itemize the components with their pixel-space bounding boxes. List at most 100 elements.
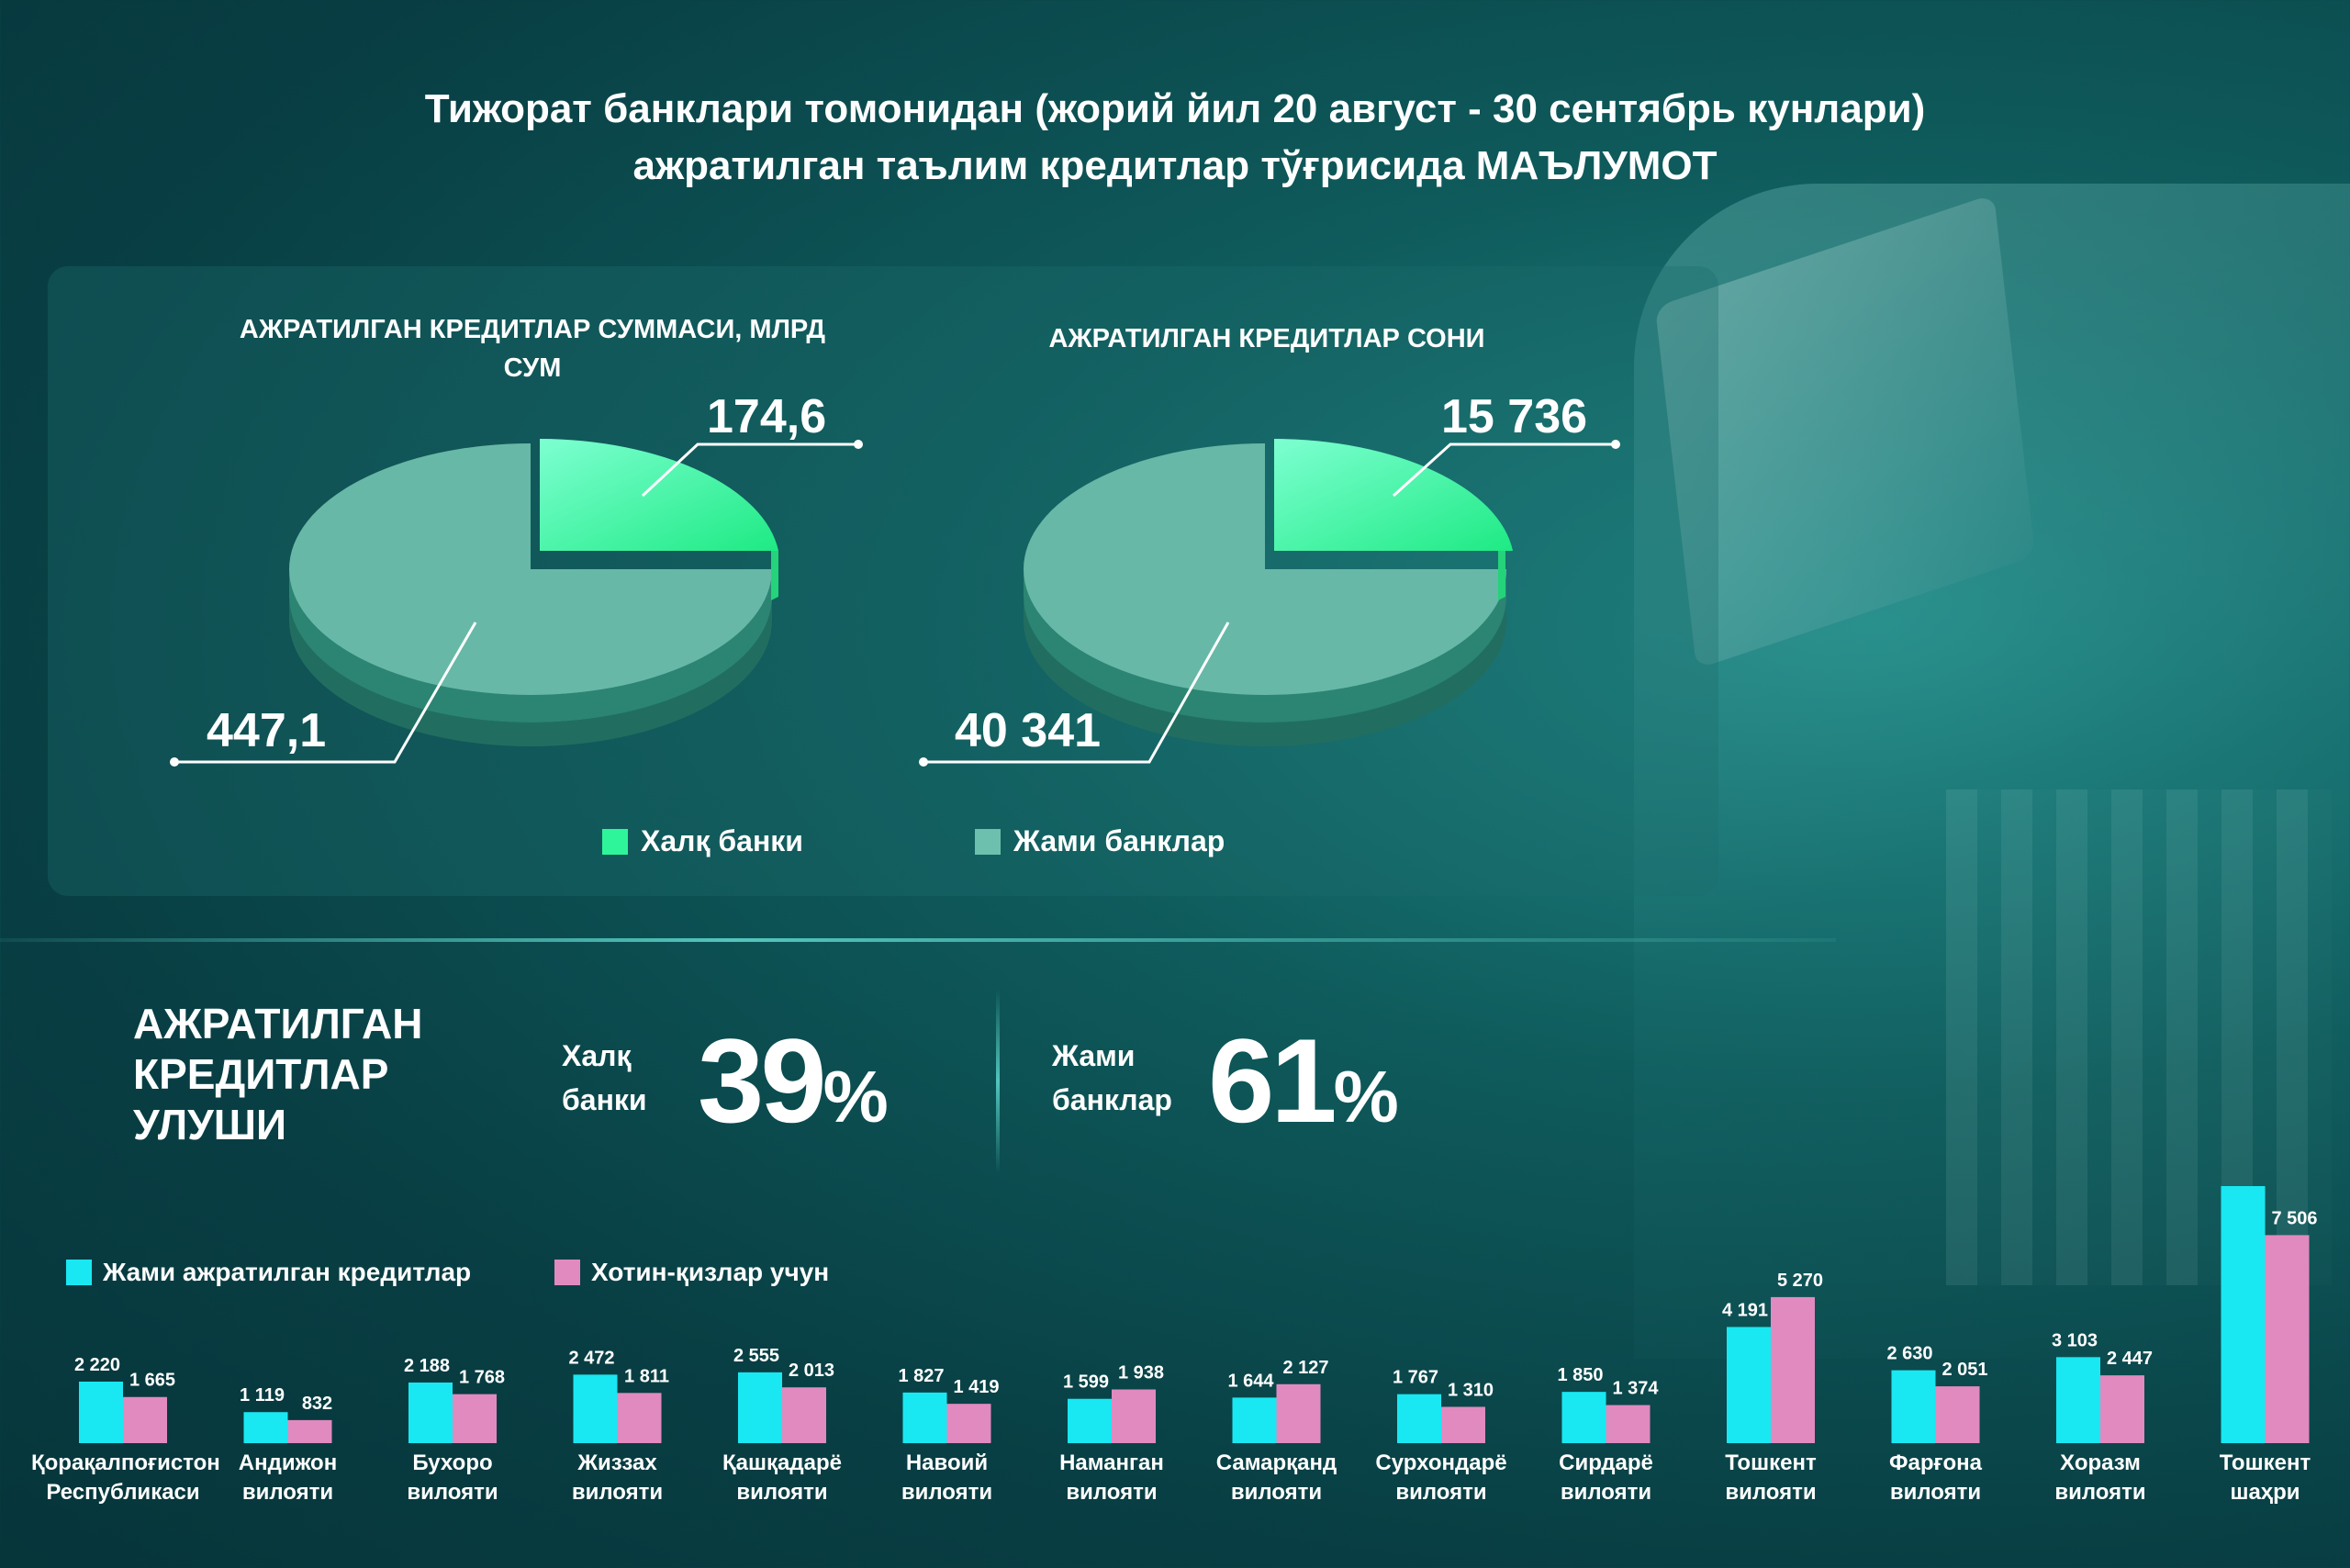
- region-label-line-1: Жиззах: [577, 1450, 657, 1475]
- share-title: АЖРАТИЛГАН КРЕДИТЛАР УЛУШИ: [133, 999, 422, 1150]
- pie-sum-slice-xalq: [540, 439, 778, 551]
- bar-women: [2100, 1375, 2144, 1443]
- bar-women-label: 2 013: [789, 1361, 834, 1381]
- region-label-line-2: шаҳри: [2230, 1480, 2300, 1505]
- legend-jami-label: Жами банклар: [1013, 824, 1225, 857]
- region-label-line-1: Самарқанд: [1215, 1450, 1337, 1475]
- pie-count-side-lower: [1024, 597, 1506, 746]
- pie-count-xalq-value: 15 736: [1441, 390, 1588, 443]
- bar-women: [1771, 1296, 1815, 1443]
- pie-count-xalq-dot: [1611, 440, 1620, 449]
- bar-women: [123, 1396, 167, 1443]
- bar-total-label: 3 103: [2052, 1330, 2098, 1350]
- bar-women-label: 1 811: [624, 1366, 669, 1386]
- bar-total-label: 2 630: [1886, 1344, 1932, 1364]
- bar-chart: 2 220 1 665 1 119 832 2 188 1 768 2 472 1 811 2 …: [74, 1175, 2318, 1443]
- bar-total: [902, 1392, 947, 1443]
- page-title: Тижорат банклари томонидан (жорий йил 20…: [0, 81, 2350, 195]
- bar-total: [1727, 1327, 1771, 1443]
- bar-legend-women-swatch: [554, 1260, 580, 1285]
- bar-total-label: 1 767: [1393, 1368, 1438, 1388]
- share-jami-label: Жами банклар: [1052, 1034, 1172, 1122]
- legend-xalq-swatch: [602, 828, 628, 855]
- bar-women-label: 1 419: [953, 1377, 999, 1397]
- bar-legend-total: Жами ажратилган кредитлар: [66, 1258, 471, 1287]
- pie-sum-title: АЖРАТИЛГАН КРЕДИТЛАР СУММАСИ, МЛРД СУМ: [239, 315, 826, 383]
- pie-sum-side-lower: [289, 597, 772, 746]
- bar-women-label: 2 127: [1282, 1358, 1328, 1378]
- bar-women-label: 832: [302, 1394, 332, 1414]
- bar-total-label: 2 220: [74, 1355, 120, 1375]
- share-xalq-percent: 39%: [698, 1021, 889, 1157]
- bar-total: [1397, 1394, 1441, 1443]
- bar-women-label: 1 310: [1448, 1380, 1494, 1400]
- region-label: Жиззах вилояти: [526, 1449, 710, 1507]
- share-jami-sign: %: [1333, 1056, 1399, 1137]
- bar-women: [782, 1387, 826, 1443]
- region-label-line-2: вилояти: [407, 1480, 498, 1505]
- bar-total-label: 1 599: [1063, 1372, 1109, 1393]
- share-xalq-label: Халқ банки: [562, 1034, 647, 1122]
- background-photo: [1634, 184, 2350, 1359]
- region-label-line-1: Сурхондарё: [1375, 1450, 1507, 1475]
- bar-legend-total-label: Жами ажратилган кредитлар: [103, 1258, 472, 1286]
- bar-total: [573, 1374, 618, 1443]
- bar-women-label: 1 768: [459, 1368, 505, 1388]
- bar-women: [1112, 1389, 1156, 1443]
- region-label-line-2: вилояти: [1889, 1480, 1982, 1505]
- region-label: Хоразм вилояти: [2009, 1449, 2192, 1507]
- bar-total-label: 1 119: [240, 1385, 285, 1406]
- bar-total: [408, 1382, 453, 1443]
- region-label: Сирдарё вилояти: [1515, 1449, 1698, 1507]
- bar-total-label: 2 188: [404, 1356, 450, 1376]
- bar-women-label: 5 270: [1777, 1271, 1823, 1291]
- bar-total: [1561, 1392, 1606, 1443]
- bar-women-label: 1 665: [129, 1371, 175, 1391]
- title-line-1: Тижорат банклари томонидан (жорий йил 20…: [424, 86, 1926, 131]
- pie-count-jami-dot: [919, 757, 928, 767]
- region-label: Наманган вилояти: [1020, 1449, 1203, 1507]
- region-label-line-2: вилояти: [1395, 1480, 1487, 1505]
- legend-xalq-label: Халқ банки: [641, 824, 803, 857]
- region-label-line-2: вилояти: [901, 1480, 993, 1505]
- bar-total-label: 1 850: [1557, 1365, 1603, 1385]
- share-xalq-sign: %: [822, 1056, 889, 1137]
- pie-count: [919, 439, 1620, 767]
- pie-sum-jami-leader: [174, 622, 477, 764]
- bar-legend-women-label: Хотин-қизлар учун: [591, 1258, 830, 1286]
- share-jami-label-1: Жами: [1052, 1039, 1136, 1072]
- pie-sum-side: [289, 569, 772, 722]
- bar-total: [2056, 1357, 2100, 1443]
- region-label: Андижон вилояти: [196, 1449, 380, 1507]
- bar-total: [738, 1372, 782, 1443]
- pie-sum-jami-dot: [170, 757, 179, 767]
- share-xalq-number: 39: [698, 1014, 827, 1148]
- pie-count-xalq-leader: [1392, 442, 1616, 498]
- share-jami-percent: 61%: [1208, 1021, 1399, 1157]
- bar-women-label: 2 051: [1942, 1360, 1987, 1380]
- pie-count-slice-jami: [1024, 443, 1506, 695]
- bar-women: [1935, 1386, 1980, 1443]
- pie-charts: [170, 439, 1620, 767]
- pie-count-jami-value: 40 341: [955, 704, 1102, 757]
- region-label: Сурхондарё вилояти: [1349, 1449, 1533, 1507]
- bar-women: [453, 1394, 497, 1443]
- region-label: Қорақалпоғистон Республикаси: [31, 1449, 220, 1507]
- share-jami-label-2: банклар: [1052, 1083, 1172, 1116]
- share-title-line-1: АЖРАТИЛГАН: [133, 1000, 423, 1047]
- region-label-line-1: Сирдарё: [1559, 1450, 1653, 1475]
- region-label: Қашқадарё вилояти: [690, 1449, 874, 1507]
- share-separator: [996, 990, 1000, 1173]
- region-label-line-1: Тошкент: [1725, 1450, 1817, 1475]
- pie-count-side: [1024, 569, 1506, 722]
- share-title-line-3: УЛУШИ: [133, 1101, 287, 1148]
- bar-total: [1891, 1370, 1936, 1443]
- bar-total-label: 1 827: [898, 1366, 944, 1386]
- region-label-line-1: Тошкент: [2219, 1450, 2311, 1475]
- region-label-line-1: Бухоро: [412, 1450, 493, 1475]
- share-xalq-label-2: банки: [562, 1083, 647, 1116]
- legend-xalq: Халқ банки: [602, 824, 803, 858]
- bar-total: [1068, 1398, 1112, 1443]
- legend-jami: Жами банклар: [975, 824, 1225, 858]
- bar-total: [1232, 1397, 1277, 1443]
